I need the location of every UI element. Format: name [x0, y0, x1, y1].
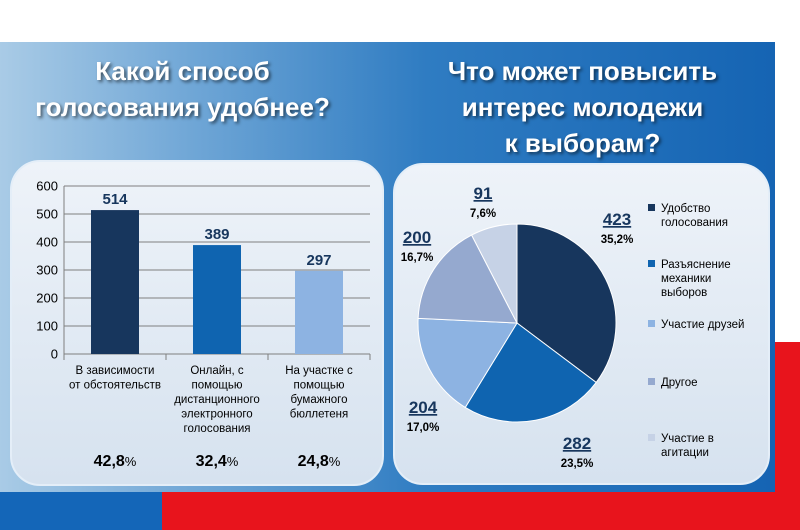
pie-value-label: 423	[603, 210, 631, 229]
pie-slice	[470, 223, 518, 324]
bar	[91, 210, 139, 354]
legend-swatch	[648, 204, 655, 211]
pie-chart-panel: 423 35,2% 282 23,5% 204 17,0% 200 16,7% 91 7,6% Уд…	[393, 163, 770, 485]
bar-percent-label: 42,8%	[94, 453, 137, 470]
pie-chart-title: Что может повысить интерес молодежи к вы…	[405, 53, 760, 161]
pie-value-label: 91	[474, 184, 493, 203]
x-category-label: бумажного	[290, 394, 347, 406]
legend-label: Другое	[661, 377, 698, 389]
y-tick-label: 200	[36, 291, 58, 306]
y-tick-label: 500	[36, 207, 58, 222]
pie-percent-label: 17,0%	[407, 422, 440, 434]
y-tick-label: 0	[51, 347, 58, 362]
bar-value-label: 514	[102, 191, 128, 208]
bar-chart-panel: 0 100 200 300 400 500 600 514 В зависимости от об…	[10, 160, 384, 486]
legend-swatch	[648, 378, 655, 385]
legend-swatch	[648, 320, 655, 327]
y-tick-label: 400	[36, 235, 58, 250]
x-category-label: электронного	[181, 409, 252, 421]
pie-percent-label: 35,2%	[601, 234, 634, 246]
background-right-strip	[775, 42, 800, 342]
y-tick-label: 100	[36, 319, 58, 334]
x-category-label: помощью	[191, 380, 242, 392]
pie-value-label: 282	[563, 434, 591, 453]
pie-value-label: 204	[409, 398, 438, 417]
x-category-label: В зависимости	[76, 365, 155, 377]
legend-label: Разъяснение	[661, 259, 731, 271]
legend-label: выборов	[661, 287, 707, 299]
bar-chart-title-line: голосования удобнее?	[35, 92, 330, 122]
x-category-label: дистанционного	[174, 394, 260, 406]
x-category-label: Онлайн, с	[190, 365, 244, 377]
x-category-label: бюллетеня	[290, 409, 349, 421]
pie-percent-label: 16,7%	[401, 252, 434, 264]
pie-chart: 423 35,2% 282 23,5% 204 17,0% 200 16,7% 91 7,6% Уд…	[401, 184, 745, 470]
pie-chart-title-line: Что может повысить	[447, 56, 718, 86]
legend-swatch	[648, 434, 655, 441]
bar-percent-label: 24,8%	[298, 453, 341, 470]
bar-value-label: 297	[306, 252, 331, 269]
bar-chart-title-line: Какой способ	[95, 56, 270, 86]
bar-chart: 0 100 200 300 400 500 600 514 В зависимости от об…	[36, 179, 371, 470]
pie-percent-label: 23,5%	[561, 458, 594, 470]
pie-slice	[516, 223, 617, 384]
pie-chart-title-line: интерес молодежи	[461, 92, 704, 122]
x-category-label: На участке с	[285, 365, 353, 377]
y-tick-label: 600	[36, 179, 58, 194]
background-blue-stripe-bottom	[0, 492, 162, 530]
pie-slice	[417, 234, 518, 324]
pie-chart-title-line: к выборам?	[504, 128, 661, 158]
background-red-stripe-bottom	[162, 492, 800, 530]
bar	[193, 245, 241, 354]
bar-value-label: 389	[204, 226, 229, 243]
y-tick-label: 300	[36, 263, 58, 278]
pie-slice	[417, 317, 518, 409]
legend-label: механики	[661, 273, 711, 285]
legend-label: Удобство	[661, 203, 710, 215]
x-category-label: от обстоятельств	[69, 380, 161, 392]
legend-label: голосования	[661, 217, 728, 229]
bar-percent-label: 32,4%	[196, 453, 239, 470]
pie-slice	[464, 322, 597, 423]
bar-chart-title: Какой способ голосования удобнее?	[10, 53, 355, 125]
background-top	[0, 0, 800, 42]
legend-swatch	[648, 260, 655, 267]
legend-label: Участие друзей	[661, 319, 744, 331]
pie-value-label: 200	[403, 228, 431, 247]
pie-percent-label: 7,6%	[470, 208, 496, 220]
legend-label: агитации	[661, 447, 709, 459]
x-category-label: голосования	[184, 423, 251, 435]
legend-label: Участие в	[661, 433, 714, 445]
x-category-label: помощью	[293, 380, 344, 392]
bar	[295, 270, 343, 354]
